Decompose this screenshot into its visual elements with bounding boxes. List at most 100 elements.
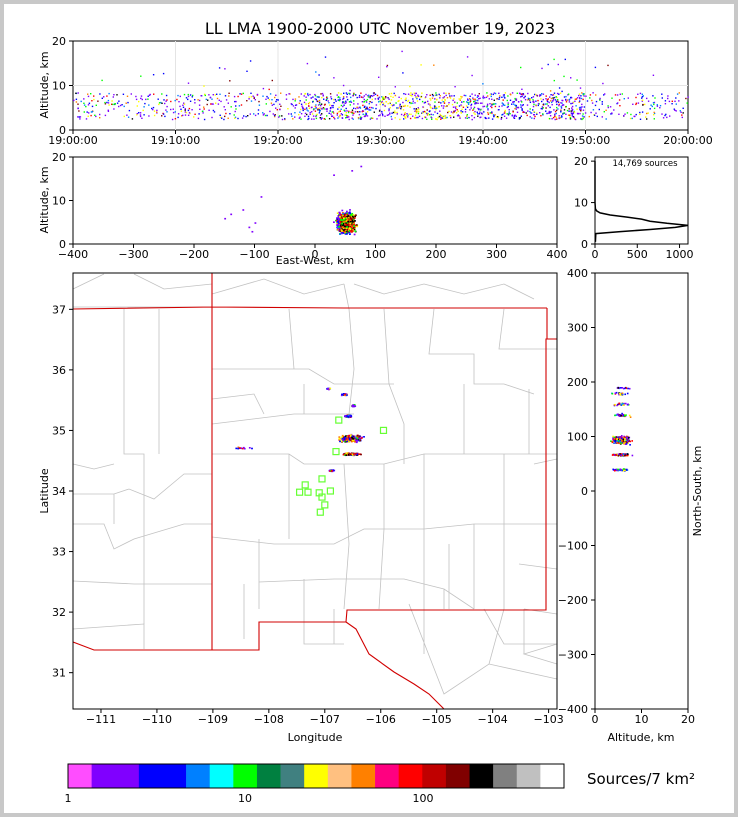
time-height-source <box>374 98 377 100</box>
time-height-source <box>497 116 499 118</box>
ew-height-source <box>346 212 349 215</box>
time-height-source <box>274 114 276 116</box>
time-height-source <box>540 98 542 100</box>
time-height-source <box>580 109 582 112</box>
time-height-source <box>334 118 336 120</box>
ew-height-source <box>343 221 345 223</box>
time-height-source <box>498 105 500 108</box>
ew-height-source <box>347 230 349 233</box>
time-height-source <box>271 99 273 101</box>
time-height-source <box>320 103 323 105</box>
time-height-source <box>681 114 683 116</box>
time-height-source <box>87 93 89 95</box>
time-height-source <box>442 107 445 109</box>
time-height-source <box>290 103 292 105</box>
time-height-source <box>427 100 429 103</box>
time-height-source <box>203 85 205 87</box>
time-height-source <box>504 109 506 112</box>
time-height-source <box>317 109 319 111</box>
time-height-source <box>141 98 143 101</box>
time-height-source <box>112 103 114 106</box>
time-height-source <box>391 104 394 107</box>
time-height-source <box>440 114 443 117</box>
time-height-source <box>412 98 414 100</box>
time-height-source <box>369 95 371 97</box>
time-height-source <box>148 115 150 117</box>
ns-height-source <box>620 443 622 445</box>
ns-height-source <box>611 392 614 395</box>
time-height-source <box>420 64 422 66</box>
time-height-source <box>403 114 405 117</box>
hist-tick-label: 0 <box>592 248 599 261</box>
time-height-source <box>341 114 344 116</box>
time-height-source <box>371 117 374 119</box>
time-height-source <box>524 99 527 101</box>
time-height-source <box>182 114 184 117</box>
ns-height-source <box>613 454 616 456</box>
time-height-source <box>223 106 225 108</box>
time-height-source <box>294 100 296 102</box>
time-height-source <box>509 99 512 101</box>
time-height-source <box>161 115 163 117</box>
time-height-source <box>430 107 432 109</box>
ew-height-source <box>343 230 346 233</box>
time-height-source <box>581 118 583 121</box>
time-height-source <box>298 113 300 116</box>
time-height-source <box>580 97 583 100</box>
plan-view-source <box>348 434 350 437</box>
plan-view-source <box>360 453 362 456</box>
time-height-source <box>635 96 637 99</box>
time-height-source <box>292 105 295 107</box>
time-height-source <box>519 92 521 95</box>
time-height-source <box>558 93 560 95</box>
time-height-source <box>491 111 493 113</box>
time-height-source <box>579 106 581 109</box>
time-height-source <box>405 97 407 99</box>
time-height-source <box>552 100 554 102</box>
time-height-source <box>498 109 500 111</box>
time-height-source <box>383 98 385 100</box>
ns-height-source <box>626 440 629 443</box>
time-height-source <box>460 105 463 107</box>
time-height-source <box>379 114 381 116</box>
time-height-source <box>321 107 323 110</box>
time-height-source <box>647 112 649 114</box>
time-height-source <box>358 117 360 120</box>
time-height-source <box>276 99 278 101</box>
time-height-source <box>588 115 590 118</box>
plan-view-source <box>356 437 359 440</box>
time-height-source <box>432 95 434 97</box>
plan-view-source <box>342 453 345 456</box>
time-height-source <box>482 96 484 99</box>
time-height-source <box>571 107 573 109</box>
time-height-source <box>513 101 515 103</box>
time-height-source <box>635 102 638 104</box>
lon-tick-label: −108 <box>254 713 284 726</box>
time-height-source <box>345 100 347 102</box>
time-height-source <box>319 110 321 112</box>
time-height-source <box>478 93 480 95</box>
ns-height-source <box>624 439 626 442</box>
time-height-source <box>192 94 194 97</box>
time-height-source <box>515 99 518 101</box>
time-height-source <box>478 98 480 100</box>
time-height-source <box>118 100 120 102</box>
time-height-source <box>524 95 526 98</box>
time-height-source <box>466 101 468 103</box>
time-height-source <box>430 117 433 119</box>
time-height-source <box>482 95 485 97</box>
time-height-source <box>127 116 130 118</box>
plan-view-source <box>348 438 351 440</box>
time-height-source <box>314 98 316 100</box>
time-height-source <box>227 117 229 119</box>
time-height-source <box>473 112 475 114</box>
time-height-source <box>673 108 675 110</box>
time-height-source <box>488 98 490 100</box>
time-height-source <box>427 103 430 105</box>
time-height-source <box>616 94 619 96</box>
time-height-source <box>475 102 478 105</box>
time-height-source <box>300 103 303 105</box>
time-height-source <box>554 118 556 121</box>
time-height-source <box>574 118 576 120</box>
time-height-source <box>520 66 522 69</box>
